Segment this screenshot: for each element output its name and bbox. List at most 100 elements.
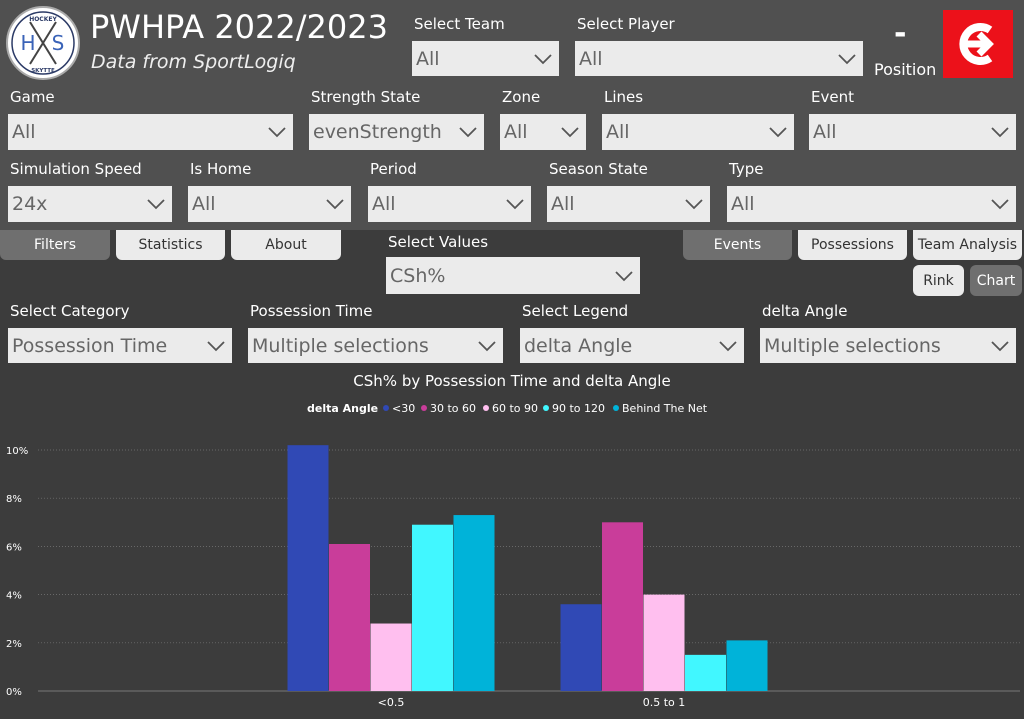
type-dropdown[interactable]: All — [727, 186, 1016, 222]
chevron-down-icon — [991, 127, 1009, 138]
chart-button-label: Chart — [976, 272, 1016, 289]
bar[interactable] — [412, 524, 453, 691]
possession-time-dropdown[interactable]: Multiple selections — [248, 328, 503, 363]
tab-events-label: Events — [713, 237, 762, 253]
x-tick-label: <0.5 — [378, 696, 405, 709]
lines-value: All — [606, 121, 630, 143]
select-legend-label: Select Legend — [522, 302, 629, 320]
chart-legend: delta Angle <30 30 to 60 60 to 90 90 to 120 B… — [307, 402, 708, 415]
select-team-dropdown[interactable]: All — [412, 41, 559, 76]
bar[interactable] — [726, 640, 768, 691]
legend-label: 90 to 120 — [552, 402, 605, 415]
svg-text:H: H — [20, 31, 35, 55]
season-state-value: All — [551, 193, 575, 215]
page-title: PWHPA 2022/2023 — [90, 8, 388, 46]
legend-marker — [383, 405, 389, 411]
bar[interactable] — [685, 654, 726, 691]
legend-label: 60 to 90 — [492, 402, 538, 415]
bar[interactable] — [602, 522, 643, 691]
legend-item[interactable]: Behind The Net — [613, 402, 708, 415]
game-label: Game — [10, 88, 55, 106]
delta-angle-label: delta Angle — [762, 302, 848, 320]
svg-text:HOCKEY: HOCKEY — [29, 16, 57, 23]
bar[interactable] — [453, 515, 495, 691]
chevron-down-icon — [459, 127, 477, 138]
tab-team-analysis-label: Team Analysis — [917, 237, 1018, 253]
bar[interactable] — [287, 445, 329, 691]
possession-time-label: Possession Time — [250, 302, 373, 320]
scotiabank-logo-icon — [943, 10, 1013, 78]
tab-team-analysis[interactable]: Team Analysis — [913, 230, 1022, 260]
delta-angle-dropdown[interactable]: Multiple selections — [760, 328, 1016, 363]
tab-possessions[interactable]: Possessions — [798, 230, 907, 260]
chevron-down-icon — [615, 270, 633, 281]
legend-marker — [613, 405, 619, 411]
select-category-label: Select Category — [10, 302, 130, 320]
svg-text:S: S — [52, 31, 65, 55]
chart-title: CSh% by Possession Time and delta Angle — [353, 372, 670, 390]
bar[interactable] — [643, 594, 685, 691]
tab-filters[interactable]: Filters — [0, 230, 110, 260]
bar[interactable] — [560, 604, 602, 691]
legend-item[interactable]: <30 — [383, 402, 415, 415]
simulation-speed-label: Simulation Speed — [10, 160, 142, 178]
legend-item[interactable]: 90 to 120 — [543, 402, 605, 415]
legend-marker — [483, 405, 489, 411]
tab-statistics[interactable]: Statistics — [116, 230, 225, 260]
strength-state-value: evenStrength — [313, 121, 442, 143]
bar[interactable] — [329, 543, 370, 691]
chevron-down-icon — [561, 127, 579, 138]
season-state-dropdown[interactable]: All — [547, 186, 710, 222]
period-dropdown[interactable]: All — [368, 186, 531, 222]
legend-item[interactable]: 30 to 60 — [421, 402, 476, 415]
page-subtitle: Data from SportLogiq — [91, 51, 296, 73]
event-dropdown[interactable]: All — [809, 114, 1016, 150]
tab-events[interactable]: Events — [683, 230, 792, 260]
select-category-value: Possession Time — [12, 334, 168, 357]
select-values-value: CSh% — [390, 264, 446, 287]
chevron-down-icon — [769, 127, 787, 138]
chevron-down-icon — [478, 340, 496, 351]
chart-button[interactable]: Chart — [970, 265, 1022, 296]
y-tick-label: 4% — [6, 591, 22, 602]
chevron-down-icon — [268, 127, 286, 138]
y-tick-label: 6% — [6, 542, 22, 553]
bar[interactable] — [370, 623, 412, 691]
select-legend-value: delta Angle — [524, 334, 633, 357]
chevron-down-icon — [838, 53, 856, 64]
hockey-skytte-logo: HOCKEY H S SKYTTE — [6, 6, 80, 80]
legend-label: Behind The Net — [622, 402, 708, 415]
strength-state-label: Strength State — [311, 88, 421, 106]
event-label: Event — [811, 88, 854, 106]
tab-statistics-label: Statistics — [138, 237, 203, 253]
select-team-value: All — [416, 47, 440, 70]
select-team-label: Select Team — [414, 15, 505, 33]
tab-about[interactable]: About — [231, 230, 341, 260]
chevron-down-icon — [506, 199, 524, 210]
chevron-down-icon — [719, 340, 737, 351]
y-tick-label: 10% — [6, 446, 28, 457]
tab-filters-label: Filters — [34, 237, 76, 253]
y-axis: 0% 2% 4% 6% 8% 10% — [6, 446, 28, 698]
lines-dropdown[interactable]: All — [602, 114, 794, 150]
legend-item[interactable]: 60 to 90 — [483, 402, 538, 415]
rink-button[interactable]: Rink — [913, 265, 964, 296]
is-home-dropdown[interactable]: All — [188, 186, 351, 222]
select-player-dropdown[interactable]: All — [575, 41, 863, 76]
legend-marker — [421, 405, 427, 411]
legend-label: 30 to 60 — [430, 402, 476, 415]
select-values-dropdown[interactable]: CSh% — [386, 257, 640, 294]
game-dropdown[interactable]: All — [8, 114, 293, 150]
svg-text:SKYTTE: SKYTTE — [31, 68, 55, 74]
chevron-down-icon — [991, 199, 1009, 210]
select-category-dropdown[interactable]: Possession Time — [8, 328, 232, 363]
simulation-speed-dropdown[interactable]: 24x — [8, 186, 172, 222]
zone-dropdown[interactable]: All — [500, 114, 586, 150]
x-tick-label: 0.5 to 1 — [643, 696, 686, 709]
select-legend-dropdown[interactable]: delta Angle — [520, 328, 744, 363]
season-state-label: Season State — [549, 160, 648, 178]
period-label: Period — [370, 160, 417, 178]
strength-state-dropdown[interactable]: evenStrength — [309, 114, 484, 150]
select-player-label: Select Player — [577, 15, 675, 33]
